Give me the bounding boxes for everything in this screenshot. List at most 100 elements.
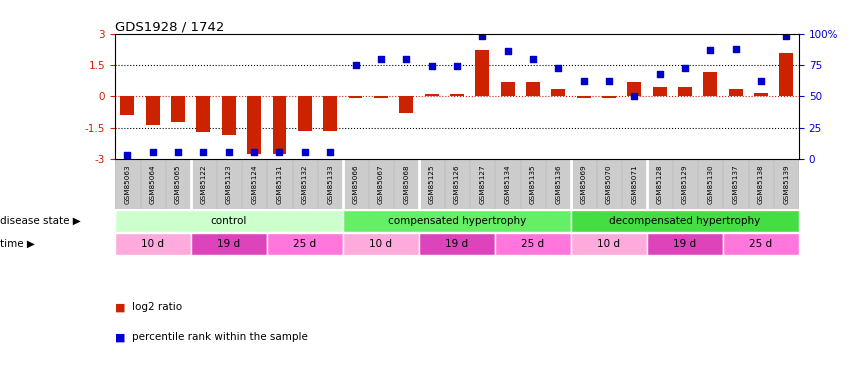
Bar xyxy=(521,159,545,209)
Point xyxy=(552,64,565,70)
Bar xyxy=(400,96,413,113)
Point xyxy=(247,148,261,154)
Point xyxy=(146,148,160,154)
Bar xyxy=(546,159,570,209)
Text: GSM85130: GSM85130 xyxy=(707,165,713,204)
Text: 25 d: 25 d xyxy=(750,238,773,249)
Bar xyxy=(171,96,185,122)
Bar xyxy=(419,159,444,209)
Text: 10 d: 10 d xyxy=(370,238,393,249)
Text: GSM85135: GSM85135 xyxy=(530,165,536,204)
Bar xyxy=(190,232,267,255)
Bar xyxy=(116,159,139,209)
Point xyxy=(627,93,641,99)
Text: GSM85069: GSM85069 xyxy=(581,165,586,204)
Bar xyxy=(754,93,768,96)
Bar xyxy=(394,159,418,209)
Bar xyxy=(267,232,343,255)
Text: log2 ratio: log2 ratio xyxy=(132,303,182,312)
Bar xyxy=(222,96,235,135)
Bar xyxy=(622,159,647,209)
Point xyxy=(298,148,312,154)
Text: GSM85133: GSM85133 xyxy=(327,165,333,204)
Text: GSM85067: GSM85067 xyxy=(378,165,384,204)
Text: time ▶: time ▶ xyxy=(0,238,35,249)
Bar xyxy=(146,96,160,125)
Bar xyxy=(749,159,774,209)
Bar xyxy=(318,159,343,209)
Text: GSM85122: GSM85122 xyxy=(201,165,207,204)
Text: percentile rank within the sample: percentile rank within the sample xyxy=(132,333,308,342)
Bar xyxy=(576,96,591,98)
Point xyxy=(475,33,489,39)
Text: GSM85071: GSM85071 xyxy=(632,165,638,204)
Bar xyxy=(343,232,419,255)
Bar xyxy=(273,96,286,154)
Text: decompensated hypertrophy: decompensated hypertrophy xyxy=(609,216,761,226)
Text: GSM85132: GSM85132 xyxy=(302,165,308,204)
Bar xyxy=(470,159,495,209)
Text: 25 d: 25 d xyxy=(293,238,316,249)
Bar xyxy=(450,94,464,96)
Bar xyxy=(196,96,211,132)
Bar xyxy=(495,232,571,255)
Text: disease state ▶: disease state ▶ xyxy=(0,216,81,226)
Point xyxy=(323,148,337,154)
Point xyxy=(501,48,514,54)
Text: GDS1928 / 1742: GDS1928 / 1742 xyxy=(115,21,224,34)
Bar xyxy=(242,159,266,209)
Bar xyxy=(779,53,793,96)
Bar xyxy=(343,159,368,209)
Bar xyxy=(647,232,723,255)
Bar xyxy=(267,159,292,209)
Bar xyxy=(292,159,317,209)
Bar xyxy=(698,159,722,209)
Bar xyxy=(501,82,514,96)
Bar xyxy=(247,96,261,154)
Bar xyxy=(115,232,190,255)
Text: GSM85137: GSM85137 xyxy=(733,165,739,204)
Bar xyxy=(217,159,241,209)
Bar xyxy=(723,232,799,255)
Text: GSM85138: GSM85138 xyxy=(758,165,764,204)
Text: GSM85124: GSM85124 xyxy=(251,165,258,204)
Text: GSM85066: GSM85066 xyxy=(353,165,359,204)
Point xyxy=(602,78,615,84)
Point xyxy=(678,64,692,70)
Bar xyxy=(653,87,666,96)
Bar xyxy=(571,232,647,255)
Bar xyxy=(298,96,312,131)
Point xyxy=(779,33,793,39)
Text: 19 d: 19 d xyxy=(673,238,696,249)
Bar xyxy=(597,159,621,209)
Point xyxy=(577,78,591,84)
Text: GSM85125: GSM85125 xyxy=(428,165,434,204)
Bar xyxy=(369,159,393,209)
Bar xyxy=(419,232,495,255)
Text: 10 d: 10 d xyxy=(141,238,164,249)
Bar xyxy=(774,159,798,209)
Bar xyxy=(115,210,343,232)
Bar xyxy=(166,159,190,209)
Point xyxy=(400,56,413,62)
Bar xyxy=(445,159,469,209)
Text: GSM85129: GSM85129 xyxy=(682,165,688,204)
Bar xyxy=(728,89,743,96)
Point xyxy=(121,152,134,158)
Text: control: control xyxy=(211,216,247,226)
Text: GSM85065: GSM85065 xyxy=(175,165,181,204)
Text: GSM85064: GSM85064 xyxy=(150,165,156,204)
Text: GSM85068: GSM85068 xyxy=(403,165,409,204)
Text: GSM85127: GSM85127 xyxy=(479,165,485,204)
Bar xyxy=(121,96,134,115)
Text: GSM85134: GSM85134 xyxy=(505,165,511,204)
Bar xyxy=(678,87,692,96)
Text: ■: ■ xyxy=(115,303,125,312)
Bar xyxy=(140,159,165,209)
Point xyxy=(425,63,439,69)
Text: 19 d: 19 d xyxy=(445,238,468,249)
Text: GSM85126: GSM85126 xyxy=(454,165,460,204)
Bar xyxy=(627,82,641,96)
Bar xyxy=(602,96,616,98)
Point xyxy=(196,148,210,154)
